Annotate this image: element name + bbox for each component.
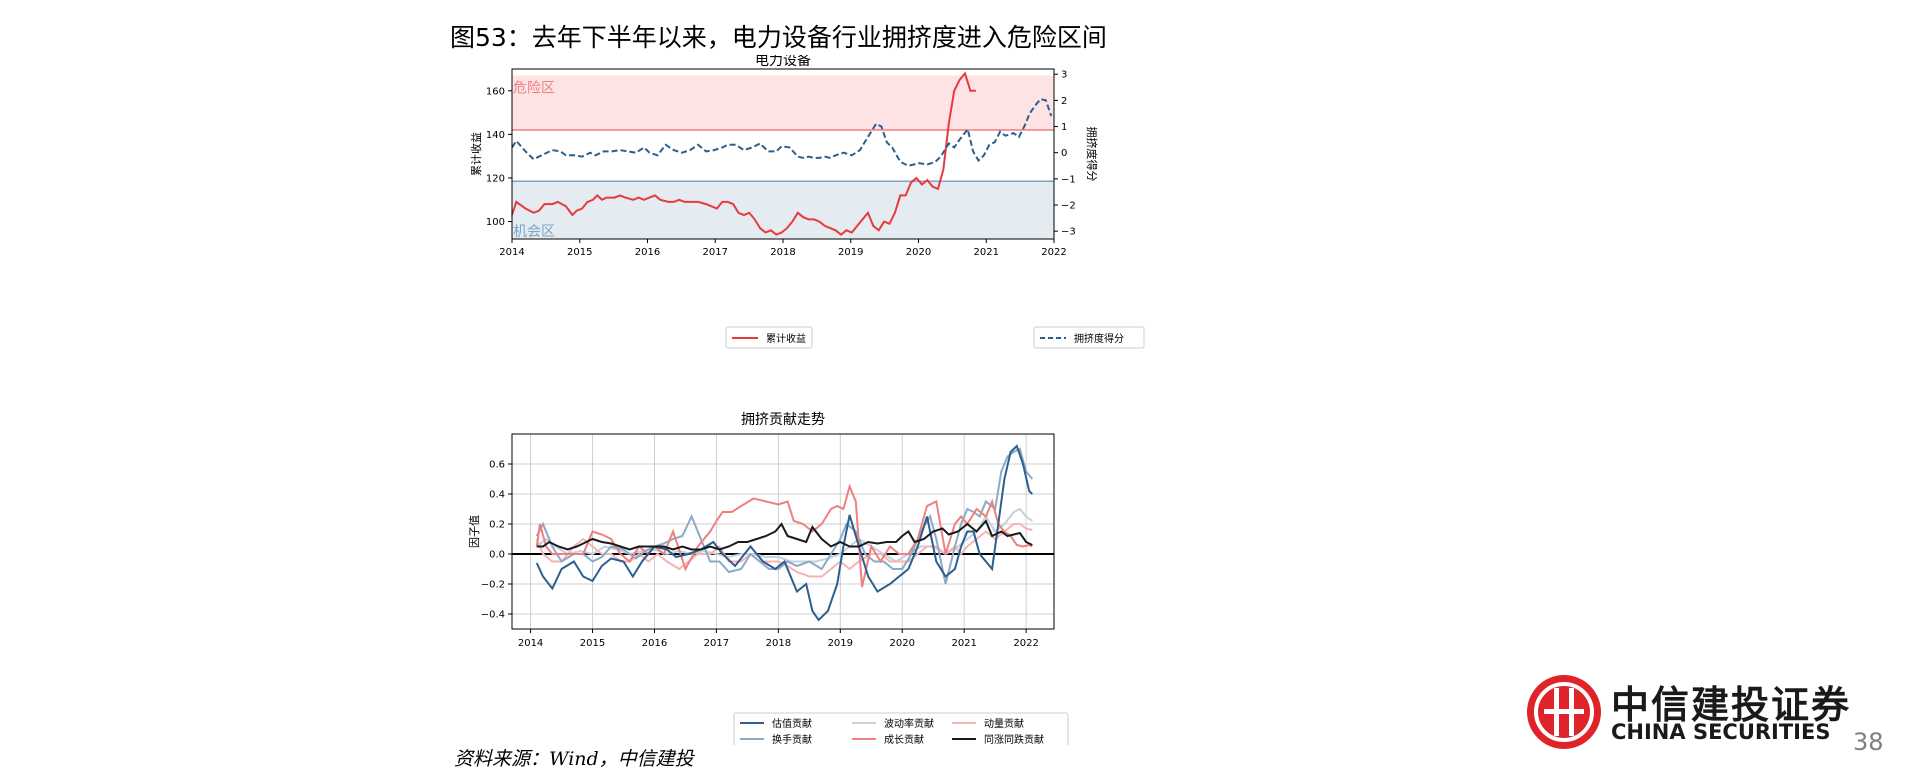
zone-label-1: 机会区 (513, 224, 555, 240)
source-note: 资料来源：Wind，中信建投 (454, 748, 694, 770)
y2-axis-label: 拥挤度得分 (1085, 127, 1099, 182)
y-tick-label: −0.2 (481, 580, 505, 591)
x-tick-label: 2016 (635, 247, 660, 258)
series-line-1 (535, 483, 1033, 588)
y-axis-label: 因子值 (468, 515, 481, 548)
y2-tick-label: −1 (1061, 174, 1076, 185)
y-tick-label: −0.4 (481, 610, 505, 621)
x-tick-label: 2019 (838, 247, 863, 258)
zone-band-0 (512, 75, 1054, 131)
legend-label-2: 波动率贡献 (884, 717, 934, 730)
x-tick-label: 2020 (890, 638, 915, 649)
x-tick-label: 2020 (906, 247, 931, 258)
series-line-0 (535, 444, 1033, 622)
company-logo: 中信建投证券 CHINA SECURITIES (1524, 672, 1849, 762)
x-tick-label: 2021 (951, 638, 976, 649)
logo-name-en: CHINA SECURITIES (1611, 720, 1831, 744)
series-line-0 (511, 71, 976, 236)
legend-label-4: 动量贡献 (984, 717, 1024, 730)
page-number: 38 (1853, 728, 1884, 756)
zone-band-1 (512, 181, 1054, 239)
legend-label-5: 同涨同跌贡献 (984, 733, 1044, 745)
logo-emblem-icon (1527, 675, 1601, 749)
y-tick-label: 140 (486, 130, 505, 141)
legend-box-1 (1033, 326, 1145, 349)
x-tick-label: 2017 (703, 247, 728, 258)
x-tick-label: 2017 (704, 638, 729, 649)
x-tick-label: 2021 (974, 247, 999, 258)
zone-label-0: 危险区 (513, 81, 555, 97)
chart1-title: 电力设备 (755, 55, 811, 69)
series-line-1 (511, 97, 1053, 167)
legend-label-0: 估值贡献 (772, 717, 812, 730)
y-tick-label: 100 (486, 217, 505, 228)
y-tick-label: 160 (486, 86, 505, 97)
figure-title: 图53：去年下半年以来，电力设备行业拥挤度进入危险区间 (450, 23, 1107, 52)
y-tick-label: 0.6 (489, 460, 505, 471)
y-tick-label: 0.0 (489, 550, 505, 561)
y-tick-label: 0.2 (489, 520, 505, 531)
chart2-title: 拥挤贡献走势 (741, 412, 825, 428)
chart2-frame (511, 433, 1055, 630)
x-tick-label: 2019 (828, 638, 853, 649)
x-tick-label: 2016 (642, 638, 667, 649)
y2-tick-label: 0 (1061, 148, 1067, 159)
legend-label-0: 累计收益 (766, 332, 806, 345)
x-tick-label: 2015 (567, 247, 592, 258)
y2-tick-label: −2 (1061, 201, 1076, 212)
legend-label-1: 换手贡献 (772, 733, 812, 745)
x-tick-label: 2018 (770, 247, 795, 258)
legend-label-1: 拥挤度得分 (1074, 332, 1124, 345)
logo-name-cn: 中信建投证券 (1611, 683, 1852, 727)
y-tick-label: 0.4 (489, 490, 505, 501)
series-line-2 (535, 447, 1034, 585)
x-tick-label: 2022 (1013, 638, 1038, 649)
legend-box (733, 712, 1069, 745)
series-line-5 (536, 519, 1033, 551)
y2-tick-label: −3 (1061, 227, 1076, 238)
y-tick-label: 120 (486, 173, 505, 184)
y-axis-label: 累计收益 (469, 132, 483, 176)
y2-tick-label: 3 (1061, 70, 1067, 81)
x-tick-label: 2014 (499, 247, 524, 258)
legend-label-3: 成长贡献 (884, 733, 924, 745)
x-tick-label: 2015 (580, 638, 605, 649)
x-tick-label: 2014 (518, 638, 543, 649)
chart-crowding-contribution: 拥挤贡献走势 2014 2015 2016 2017 2018 2019 2020 2021 20… (468, 412, 1069, 745)
y2-tick-label: 2 (1061, 96, 1067, 107)
legend-box-0 (725, 326, 813, 349)
x-tick-label: 2018 (766, 638, 791, 649)
x-tick-label: 2022 (1041, 247, 1066, 258)
y2-tick-label: 1 (1061, 122, 1067, 133)
